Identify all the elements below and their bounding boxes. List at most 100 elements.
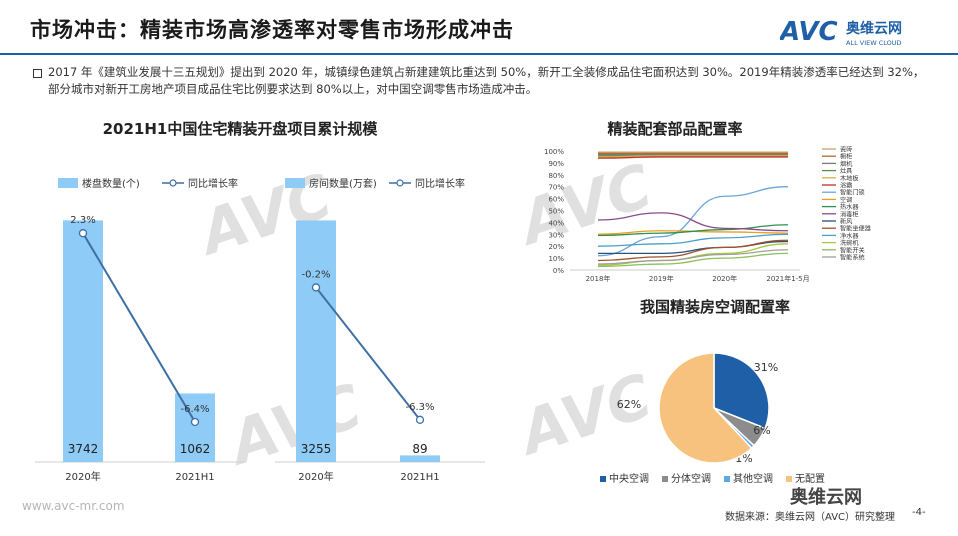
- x-tick-label: 2020年: [712, 274, 737, 283]
- bar-chart-title: 2021H1中国住宅精装开盘项目累计规模: [103, 120, 379, 138]
- bar: [296, 220, 336, 462]
- legend-label: 烟机: [840, 160, 853, 168]
- legend-swatch: [786, 476, 792, 482]
- growth-point: [78, 229, 88, 238]
- legend-bar-label: 房间数量(万套): [309, 177, 377, 190]
- growth-point: [190, 417, 200, 427]
- legend-label: 分体空调: [671, 472, 711, 485]
- legend-label: 智能系统: [840, 254, 865, 262]
- pie-slice: [658, 352, 753, 464]
- category-label: 2020年: [298, 470, 333, 483]
- y-tick-label: 30%: [548, 231, 564, 239]
- pie-chart-title: 我国精装房空调配置率: [640, 298, 790, 316]
- y-tick-label: 80%: [548, 172, 564, 180]
- bar: [400, 455, 440, 462]
- y-tick-label: 70%: [548, 184, 564, 192]
- series-line: [597, 239, 789, 262]
- x-tick-label: 2019年: [649, 274, 674, 283]
- growth-line: [82, 232, 196, 423]
- y-tick-label: 60%: [548, 196, 564, 204]
- legend-label: 消毒柜: [840, 210, 859, 218]
- y-tick-label: 50%: [548, 208, 564, 216]
- pie-slice-label: 62%: [617, 398, 641, 411]
- title-underline: [0, 53, 958, 55]
- page-title: 市场冲击：精装市场高渗透率对零售市场形成冲击: [30, 18, 514, 42]
- bar-value-label: 3255: [301, 442, 332, 456]
- legend-swatch: [662, 476, 668, 482]
- intro-paragraph: 2017 年《建筑业发展十三五规划》提出到 2020 年，城镇绿色建筑占新建建筑…: [48, 65, 925, 96]
- y-tick-label: 20%: [548, 243, 564, 251]
- legend-label: 灶具: [840, 167, 852, 175]
- pie-slice: [713, 352, 770, 430]
- page-number: -4-: [912, 507, 926, 518]
- data-source: 数据来源：奥维云网（AVC）研究整理: [725, 512, 896, 523]
- legend-label: 浴霸: [840, 182, 852, 190]
- wechat-label: 奥维云网: [790, 487, 862, 508]
- growth-label: 2.3%: [70, 215, 95, 226]
- y-tick-label: 40%: [548, 219, 564, 227]
- legend-label: 其他空调: [733, 472, 773, 485]
- legend-label: 热水器: [840, 203, 859, 211]
- bullet-icon: [33, 69, 42, 78]
- growth-label: -0.2%: [301, 269, 330, 280]
- legend-label: 洗碗机: [840, 239, 859, 247]
- series-line: [597, 156, 788, 159]
- legend-label: 净水器: [840, 232, 859, 240]
- legend-line-label: 同比增长率: [188, 177, 238, 190]
- growth-line: [315, 286, 421, 421]
- y-tick-label: 100%: [544, 148, 564, 156]
- line-chart: 精装配套部品配置率 0% 10% 20% 30% 40% 50% 60% 70% 80% 90% 10…: [544, 120, 872, 283]
- growth-label: -6.3%: [405, 402, 434, 413]
- legend-label: 智能坐便器: [840, 225, 872, 233]
- avc-logo-graphic: AVC 奥维云网 ALL VIEW CLOUD: [778, 17, 902, 47]
- series-line: [597, 233, 789, 247]
- legend-bar-swatch: [285, 178, 305, 188]
- series-line: [597, 155, 788, 158]
- legend-bar-swatch: [58, 178, 78, 188]
- logo-en-text: ALL VIEW CLOUD: [846, 39, 902, 47]
- logo-cn-text: 奥维云网: [846, 20, 902, 37]
- legend-label: 中央空调: [609, 472, 649, 485]
- series-line: [597, 252, 789, 268]
- legend-swatch: [600, 476, 606, 482]
- category-label: 2021H1: [400, 472, 439, 483]
- legend-label: 空调: [840, 196, 852, 204]
- bar: [63, 220, 103, 462]
- y-tick-label: 0%: [553, 267, 564, 275]
- line-chart-title: 精装配套部品配置率: [607, 120, 742, 138]
- category-label: 2021H1: [175, 472, 214, 483]
- legend-label: 木地板: [840, 174, 859, 182]
- bar-value-label: 1062: [180, 442, 211, 456]
- pie-slice-label: 31%: [754, 361, 778, 374]
- legend-bar-label: 楼盘数量(个): [82, 177, 140, 190]
- series-line: [597, 249, 789, 265]
- legend-label: 瓷砖: [840, 146, 852, 154]
- avc-logo: AVC 奥维云网 ALL VIEW CLOUD: [778, 14, 930, 54]
- logo-mark-text: AVC: [780, 17, 838, 47]
- y-tick-label: 10%: [548, 255, 564, 263]
- pie-slice-label: 6%: [753, 424, 770, 437]
- legend-line-label: 同比增长率: [415, 177, 465, 190]
- legend-label: 无配置: [795, 473, 825, 485]
- growth-point: [311, 283, 321, 292]
- legend-line-marker: [396, 179, 404, 187]
- footer-url[interactable]: www.avc-mr.com: [22, 499, 125, 513]
- series-line: [597, 212, 789, 232]
- legend-swatch: [724, 476, 730, 482]
- y-tick-label: 90%: [548, 160, 564, 168]
- growth-label: -6.4%: [180, 404, 209, 415]
- legend-label: 智能开关: [840, 246, 865, 254]
- bar-value-label: 89: [412, 442, 427, 456]
- legend-label: 橱柜: [840, 153, 852, 161]
- x-tick-label: 2018年: [586, 274, 611, 283]
- bar: [175, 393, 215, 462]
- legend-label: 新风: [840, 218, 852, 226]
- series-line: [597, 224, 789, 237]
- legend-line-marker: [169, 179, 177, 187]
- category-label: 2020年: [65, 470, 100, 483]
- x-tick-label: 2021年1-5月: [766, 274, 809, 283]
- legend-label: 智能门锁: [840, 189, 865, 197]
- bar-value-label: 3742: [68, 442, 99, 456]
